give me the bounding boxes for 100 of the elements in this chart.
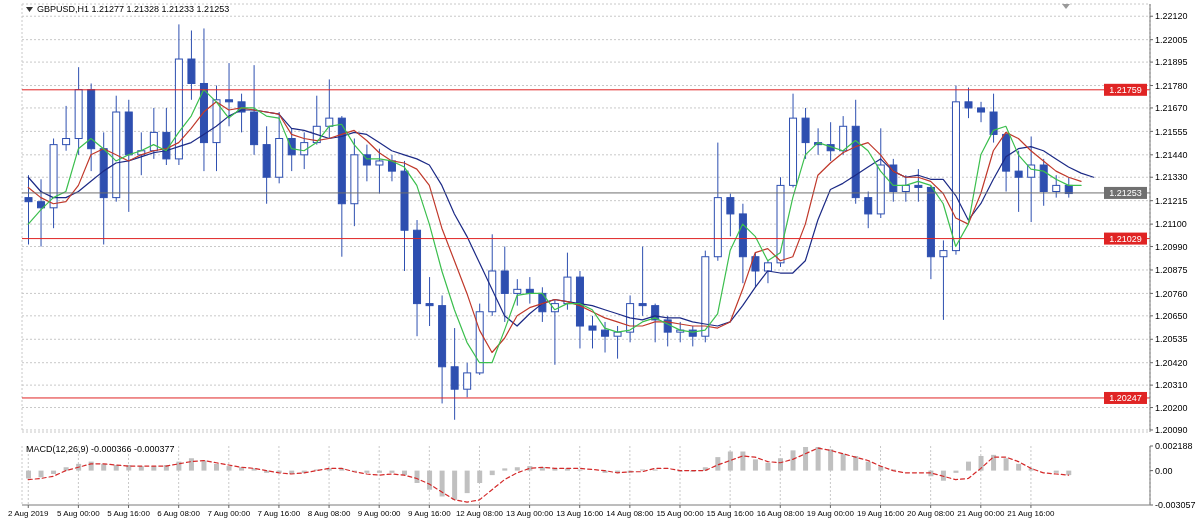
candlestick xyxy=(387,154,396,182)
bar xyxy=(840,453,846,471)
bar xyxy=(1003,458,1009,471)
x-tick-label: 6 Aug 08:00 xyxy=(157,508,201,518)
x-tick-label: 8 Aug 08:00 xyxy=(307,508,351,518)
candlestick xyxy=(964,87,973,119)
bar xyxy=(991,454,997,471)
candlestick xyxy=(450,327,459,421)
x-tick-label: 20 Aug 08:00 xyxy=(907,508,955,518)
ref-line-label: 1.21759 xyxy=(1109,84,1142,95)
x-tick-label: 12 Aug 08:00 xyxy=(455,508,504,518)
bar xyxy=(1053,470,1059,473)
candlestick xyxy=(325,78,334,140)
x-tick-label: 13 Aug 00:00 xyxy=(506,508,554,518)
bar xyxy=(514,467,520,471)
bar xyxy=(201,460,207,471)
bar xyxy=(63,467,69,471)
bar xyxy=(364,470,370,473)
y-tick-label: 1.21330 xyxy=(1155,172,1188,183)
bar xyxy=(1016,463,1022,471)
bar xyxy=(101,463,107,471)
x-tick-label: 9 Aug 16:00 xyxy=(407,508,452,518)
y-tick-label: 1.21895 xyxy=(1155,57,1188,68)
y-tick-label: 1.20200 xyxy=(1155,402,1188,413)
y-tick-label: 1.21100 xyxy=(1155,219,1187,230)
x-tick-label: 15 Aug 16:00 xyxy=(706,508,755,518)
y-tick-label: 1.22005 xyxy=(1155,34,1188,45)
candlestick xyxy=(939,239,948,321)
x-tick-label: 16 Aug 08:00 xyxy=(756,508,805,518)
candlestick xyxy=(638,246,647,317)
candlestick xyxy=(225,62,234,127)
candlestick xyxy=(1027,135,1036,223)
candlestick xyxy=(864,191,873,229)
candlestick xyxy=(588,315,597,349)
candlestick xyxy=(1052,174,1061,199)
y-tick-label: 1.20650 xyxy=(1155,311,1188,322)
candlestick xyxy=(613,325,622,360)
candlestick xyxy=(463,362,472,398)
bar xyxy=(188,458,194,471)
x-tick-label: 13 Aug 16:00 xyxy=(556,508,604,518)
ref-line-label: 1.21029 xyxy=(1109,233,1142,244)
candlestick xyxy=(601,321,610,354)
bar xyxy=(113,464,119,471)
price-tag: 1.21253 xyxy=(1104,186,1147,199)
bar xyxy=(790,450,796,471)
candlestick xyxy=(676,321,685,343)
y-tick-label: 0.002188 xyxy=(1155,441,1193,452)
y-tick-label: 1.21780 xyxy=(1155,80,1188,91)
y-tick-label: 1.20090 xyxy=(1155,425,1188,436)
candlestick xyxy=(37,178,46,248)
x-tick-label: 19 Aug 16:00 xyxy=(856,508,905,518)
ref-line-label: 1.21253 xyxy=(1109,188,1142,199)
line-series xyxy=(27,447,1070,503)
x-tick-label: 19 Aug 00:00 xyxy=(806,508,855,518)
y-tick-label: 1.20310 xyxy=(1155,380,1188,391)
bar xyxy=(765,462,771,471)
y-tick-label: 1.20420 xyxy=(1155,357,1188,368)
bar xyxy=(966,461,971,471)
y-tick-label: 1.20875 xyxy=(1155,265,1188,276)
candlestick xyxy=(763,260,772,284)
y-tick-label: 1.20990 xyxy=(1155,241,1188,252)
candlestick xyxy=(901,174,910,203)
bar xyxy=(389,470,395,473)
ref-line-label: 1.20247 xyxy=(1109,393,1142,404)
x-tick-label: 14 Aug 08:00 xyxy=(606,508,654,518)
bar xyxy=(214,463,219,471)
candlestick xyxy=(751,252,760,288)
y-tick-label: 1.21440 xyxy=(1155,150,1188,161)
x-tick-label: 2 Aug 2019 xyxy=(8,508,50,518)
x-tick-label: 21 Aug 00:00 xyxy=(957,508,1005,518)
bar xyxy=(489,470,495,476)
bar xyxy=(953,470,959,473)
price-tag: 1.20247 xyxy=(1104,391,1147,404)
y-tick-label: 0.00 xyxy=(1155,465,1173,476)
price-tag: 1.21029 xyxy=(1104,232,1147,245)
bar xyxy=(502,468,508,471)
chart-title: GBPUSD,H1 1.21277 1.21328 1.21233 1.21253 xyxy=(37,4,230,15)
bar xyxy=(853,455,859,471)
x-tick-label: 21 Aug 16:00 xyxy=(1007,508,1056,518)
candlestick xyxy=(425,276,434,327)
chart-title: MACD(12,26,9) -0.000366 -0.000377 xyxy=(26,444,175,455)
x-tick-label: 7 Aug 00:00 xyxy=(207,508,251,518)
bar xyxy=(752,459,758,471)
candlestick xyxy=(375,148,384,195)
y-tick-label: 1.20535 xyxy=(1155,334,1188,345)
candlestick xyxy=(513,278,522,307)
candlestick xyxy=(500,246,509,323)
bar xyxy=(464,470,470,494)
candlestick xyxy=(989,93,998,144)
y-tick-label: 1.20760 xyxy=(1155,288,1188,299)
x-tick-label: 9 Aug 00:00 xyxy=(357,508,402,518)
candlestick xyxy=(1014,150,1023,213)
candlestick xyxy=(62,105,71,152)
x-tick-label: 7 Aug 16:00 xyxy=(257,508,301,518)
bar xyxy=(803,446,809,471)
candlestick xyxy=(726,193,735,237)
candlestick xyxy=(914,168,923,203)
bar xyxy=(865,461,871,471)
y-tick-label: 1.21555 xyxy=(1155,126,1188,137)
y-tick-label: 1.21215 xyxy=(1155,195,1188,206)
